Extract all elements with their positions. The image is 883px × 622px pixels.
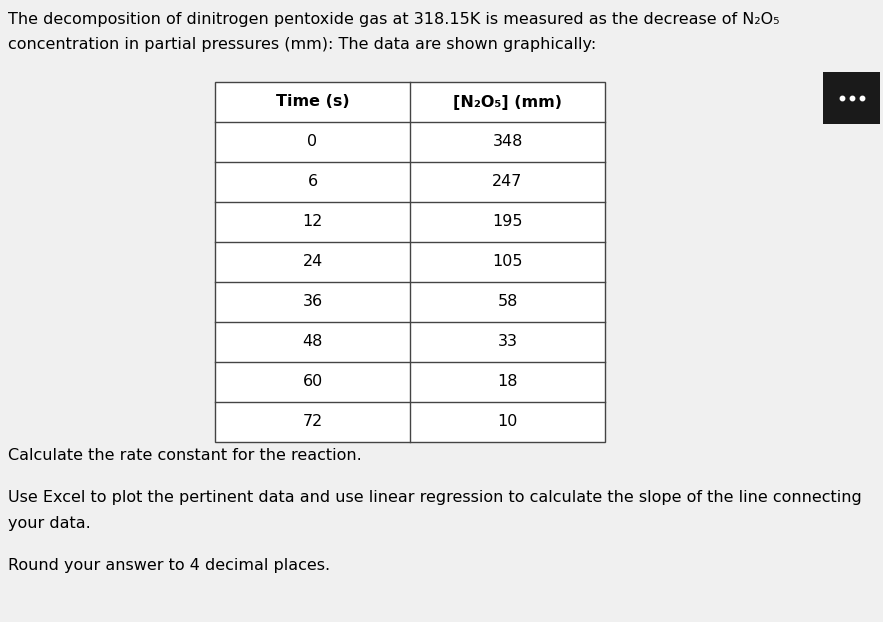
Text: The decomposition of dinitrogen pentoxide gas at 318.15K is measured as the decr: The decomposition of dinitrogen pentoxid… xyxy=(8,12,780,27)
Bar xyxy=(823,72,880,124)
Bar xyxy=(215,82,605,442)
Text: 18: 18 xyxy=(497,374,517,389)
Text: 0: 0 xyxy=(307,134,318,149)
Text: 48: 48 xyxy=(302,335,322,350)
Text: 105: 105 xyxy=(492,254,523,269)
Text: 60: 60 xyxy=(302,374,322,389)
Text: 58: 58 xyxy=(497,294,517,310)
Text: 6: 6 xyxy=(307,175,318,190)
Text: Calculate the rate constant for the reaction.: Calculate the rate constant for the reac… xyxy=(8,448,362,463)
Text: 10: 10 xyxy=(497,414,517,430)
Text: 195: 195 xyxy=(492,215,523,230)
Text: [N₂O₅] (mm): [N₂O₅] (mm) xyxy=(453,95,562,109)
Text: Use Excel to plot the pertinent data and use linear regression to calculate the : Use Excel to plot the pertinent data and… xyxy=(8,490,862,505)
Text: Time (s): Time (s) xyxy=(275,95,350,109)
Text: Round your answer to 4 decimal places.: Round your answer to 4 decimal places. xyxy=(8,558,330,573)
Text: 33: 33 xyxy=(497,335,517,350)
Text: 12: 12 xyxy=(302,215,322,230)
Text: 24: 24 xyxy=(302,254,322,269)
Text: 36: 36 xyxy=(303,294,322,310)
Text: your data.: your data. xyxy=(8,516,91,531)
Text: 72: 72 xyxy=(302,414,322,430)
Text: 348: 348 xyxy=(493,134,523,149)
Text: 247: 247 xyxy=(493,175,523,190)
Text: concentration in partial pressures (mm): The data are shown graphically:: concentration in partial pressures (mm):… xyxy=(8,37,596,52)
